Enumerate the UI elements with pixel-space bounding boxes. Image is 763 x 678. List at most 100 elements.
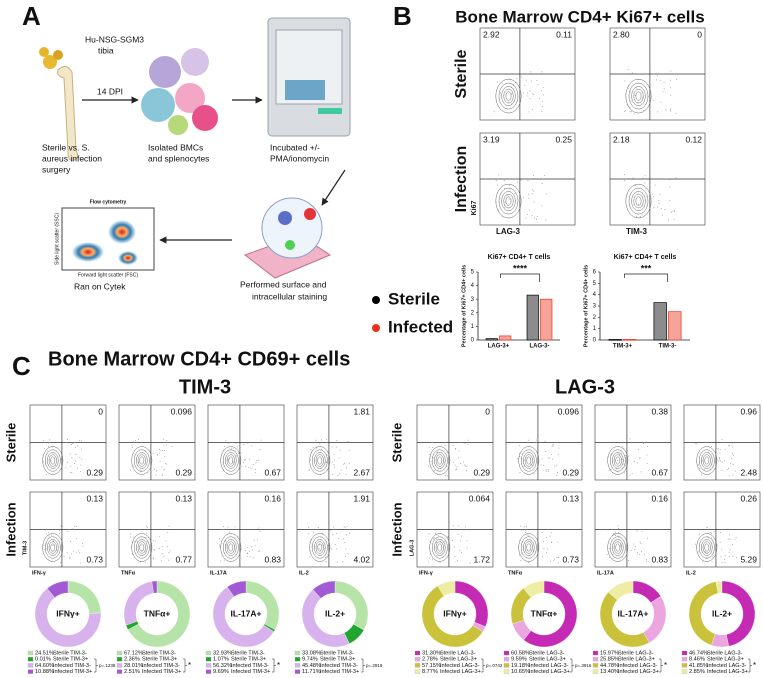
event-dot xyxy=(532,175,534,177)
legend-swatch xyxy=(116,657,123,662)
event-dot xyxy=(642,177,644,179)
event-dot xyxy=(162,553,164,555)
event-dot xyxy=(159,452,161,454)
donut-hole xyxy=(47,593,89,635)
event-dot xyxy=(79,562,81,564)
legend-name: Sterile TIM-3- xyxy=(142,650,176,656)
contour xyxy=(315,541,324,554)
event-dot xyxy=(543,547,545,549)
event-dot xyxy=(721,562,723,564)
event-dot xyxy=(643,553,645,555)
legend-value: 2.36% xyxy=(124,657,140,663)
event-dot xyxy=(556,556,558,558)
event-dot xyxy=(715,472,717,474)
row-label: Infection xyxy=(3,502,18,556)
event-dot xyxy=(526,534,528,536)
event-dot xyxy=(163,438,165,440)
event-dot xyxy=(43,544,45,546)
event-dot xyxy=(664,209,666,211)
significance-bracket xyxy=(624,273,668,282)
legend-value: 46.74% xyxy=(689,650,708,656)
event-dot xyxy=(46,543,48,545)
event-dot xyxy=(348,462,350,464)
brace xyxy=(570,658,574,673)
event-dot xyxy=(130,536,132,538)
event-dot xyxy=(150,470,152,472)
event-dot xyxy=(543,464,545,466)
event-dot xyxy=(533,190,535,192)
event-dot xyxy=(673,210,675,212)
event-dot xyxy=(75,551,77,553)
event-dot xyxy=(455,468,457,470)
legend-value: 33.08% xyxy=(302,650,321,656)
legend-value: 1.07% xyxy=(213,657,229,663)
legend-name: Infected TIM-3- xyxy=(53,663,91,669)
event-dot xyxy=(259,531,261,533)
event-dot xyxy=(161,546,163,548)
event-dot xyxy=(719,457,721,459)
event-dot xyxy=(656,206,658,208)
event-dot xyxy=(326,439,328,441)
contour xyxy=(518,446,540,475)
legend-name: Infected TIM-3+ xyxy=(142,669,181,675)
event-dot xyxy=(711,556,713,558)
event-dot xyxy=(248,467,250,469)
legend-swatch xyxy=(414,669,421,674)
event-dot xyxy=(646,561,648,563)
event-dot xyxy=(524,529,526,531)
event-dot xyxy=(145,551,147,553)
event-dot xyxy=(45,548,47,550)
event-dot xyxy=(663,81,665,83)
quadrant-value: 0.73 xyxy=(562,554,579,564)
event-dot xyxy=(78,550,80,552)
contour xyxy=(314,452,326,469)
event-dot xyxy=(344,541,346,543)
event-dot xyxy=(229,531,231,533)
event-dot xyxy=(527,535,529,537)
event-dot xyxy=(526,525,528,527)
event-dot xyxy=(669,179,671,181)
quadrant-value: 0.73 xyxy=(86,554,103,564)
event-dot xyxy=(732,543,734,545)
event-dot xyxy=(344,527,346,529)
event-dot xyxy=(701,460,703,462)
event-dot xyxy=(218,544,220,546)
event-dot xyxy=(461,551,463,553)
legend-swatch xyxy=(27,669,34,674)
event-dot xyxy=(75,526,77,528)
event-dot xyxy=(510,103,512,105)
event-dot xyxy=(325,561,327,563)
event-dot xyxy=(166,444,168,446)
legend-value: 56.32% xyxy=(213,663,232,669)
event-dot xyxy=(703,469,705,471)
event-dot xyxy=(452,525,454,527)
axis-label: IL-17A xyxy=(210,570,227,576)
contour xyxy=(704,543,710,552)
legend-value: 25.85% xyxy=(600,657,619,663)
event-dot xyxy=(728,555,730,557)
event-dot xyxy=(644,182,646,184)
event-dot xyxy=(549,535,551,537)
event-dot xyxy=(632,177,634,179)
event-dot xyxy=(338,457,340,459)
event-dot xyxy=(641,531,643,533)
event-dot xyxy=(308,533,310,535)
event-dot xyxy=(469,562,471,564)
event-dot xyxy=(728,534,730,536)
event-dot xyxy=(144,561,146,563)
event-dot xyxy=(516,457,518,459)
event-dot xyxy=(461,535,463,537)
event-dot xyxy=(616,471,618,473)
event-dot xyxy=(150,442,152,444)
contour xyxy=(495,78,522,114)
quadrant-value: 5.29 xyxy=(740,554,757,564)
label: Ran on Cytek xyxy=(74,281,126,291)
event-dot xyxy=(715,470,717,472)
event-dot xyxy=(325,557,327,559)
event-dot xyxy=(146,532,148,534)
event-dot xyxy=(525,531,527,533)
event-dot xyxy=(537,84,539,86)
event-dot xyxy=(254,471,256,473)
event-dot xyxy=(545,469,547,471)
event-dot xyxy=(70,444,72,446)
